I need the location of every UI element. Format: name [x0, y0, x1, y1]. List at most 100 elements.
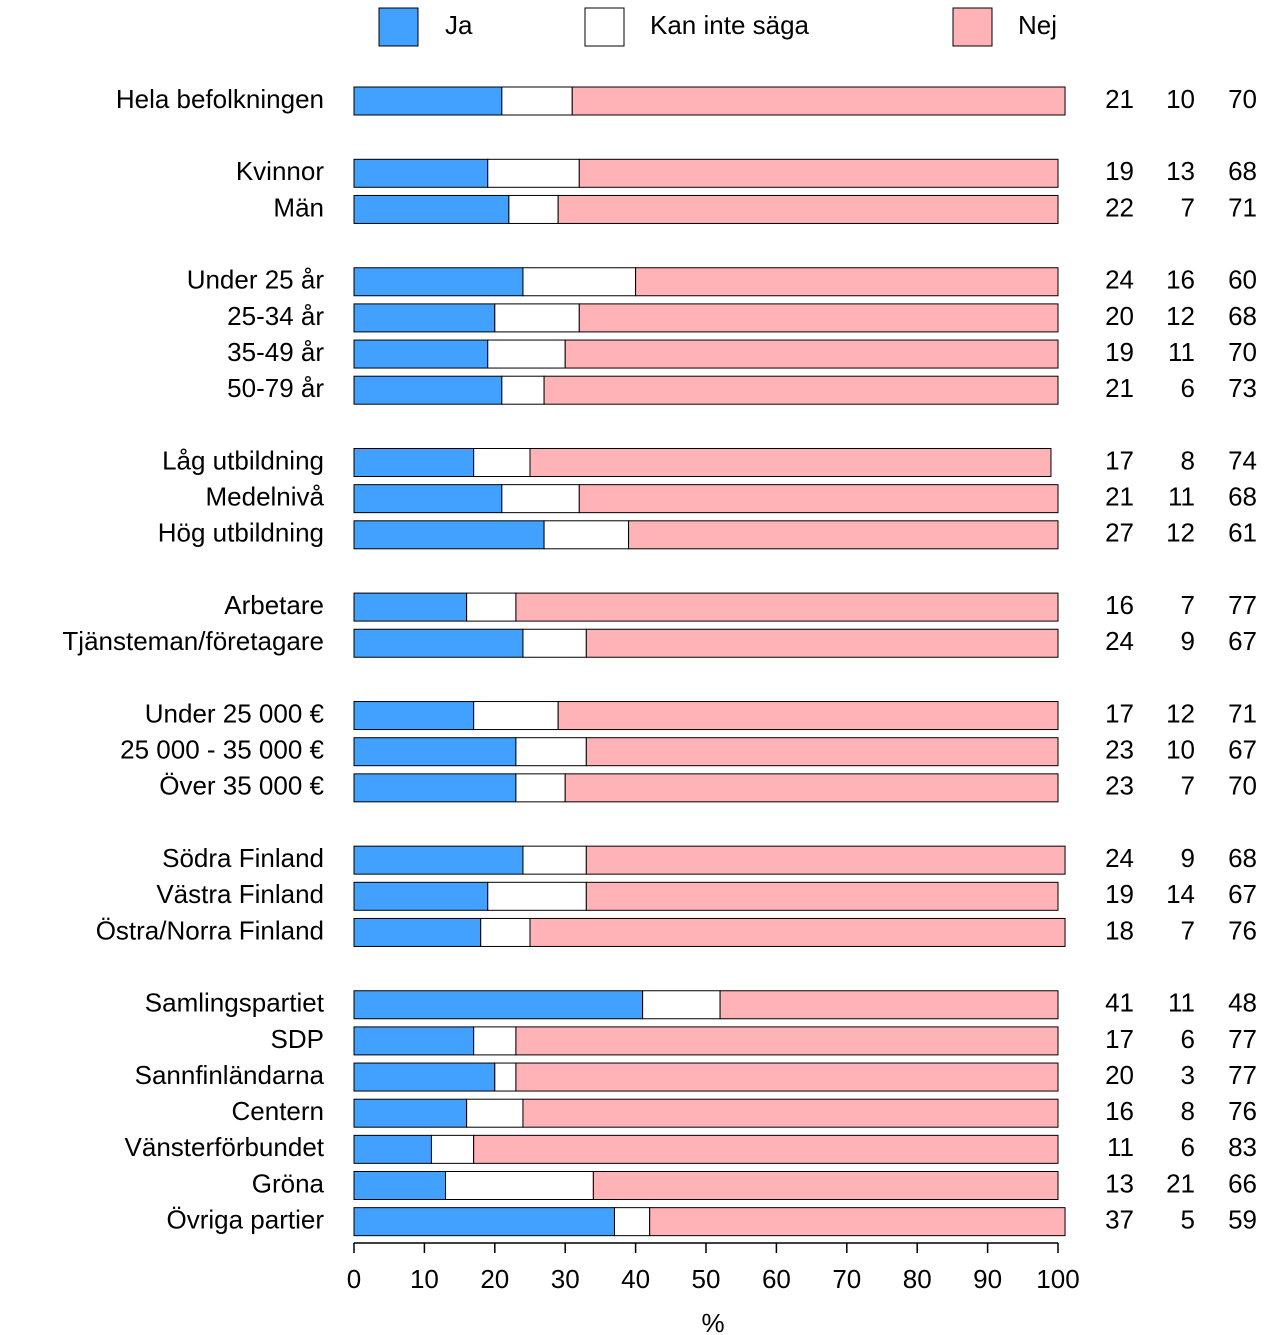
bar-segment	[353, 484, 503, 514]
value-label: 76	[1228, 915, 1257, 945]
bar-segment	[522, 845, 587, 875]
legend-swatch	[952, 7, 993, 47]
bar-segment	[353, 1062, 496, 1092]
value-label: 11	[1168, 482, 1195, 512]
value-label: 16	[1166, 265, 1195, 295]
value-label: 20	[1105, 1060, 1134, 1090]
bar-segment	[353, 158, 489, 188]
x-tick-label: 60	[762, 1264, 791, 1294]
value-label: 24	[1105, 843, 1134, 873]
legend-label: Kan inte säga	[650, 10, 810, 40]
category-label: Män	[273, 192, 324, 222]
category-label: 50-79 år	[227, 373, 324, 403]
value-label: 18	[1105, 915, 1134, 945]
value-label: 27	[1105, 518, 1134, 548]
bar-segment	[719, 990, 1059, 1020]
value-label: 70	[1228, 84, 1257, 114]
bar-segment	[515, 737, 587, 767]
value-label: 22	[1105, 192, 1134, 222]
x-tick-label: 20	[480, 1264, 509, 1294]
x-tick-label: 10	[410, 1264, 439, 1294]
value-label: 74	[1228, 445, 1257, 475]
value-label: 6	[1181, 1024, 1195, 1054]
value-label: 17	[1105, 1024, 1134, 1054]
bar-segment	[480, 917, 531, 947]
value-label: 11	[1168, 988, 1195, 1018]
bar-segment	[578, 158, 1059, 188]
bar-segment	[353, 592, 468, 622]
category-label: Sannfinländarna	[135, 1060, 325, 1090]
value-label: 16	[1105, 590, 1134, 620]
x-tick-label: 30	[551, 1264, 580, 1294]
bar-segment	[585, 737, 1059, 767]
bar-segment	[501, 484, 580, 514]
value-label: 7	[1181, 192, 1195, 222]
value-label: 20	[1105, 301, 1134, 331]
value-label: 13	[1105, 1168, 1134, 1198]
bar-segment	[353, 1207, 615, 1237]
category-label: Vänsterförbundet	[125, 1132, 325, 1162]
x-tick-label: 50	[692, 1264, 721, 1294]
bar-segment	[501, 375, 545, 405]
bar-segment	[473, 1134, 1059, 1164]
bar-segment	[353, 339, 489, 369]
category-label: Låg utbildning	[162, 445, 324, 475]
value-label: 70	[1228, 771, 1257, 801]
value-label: 83	[1228, 1132, 1257, 1162]
value-label: 68	[1228, 156, 1257, 186]
value-label: 19	[1105, 879, 1134, 909]
bar-segment	[353, 303, 496, 333]
value-label: 12	[1166, 518, 1195, 548]
category-label: Gröna	[252, 1168, 325, 1198]
category-label: Samlingspartiet	[145, 988, 325, 1018]
bar-segment	[649, 1207, 1066, 1237]
bar-segment	[353, 86, 503, 116]
bar-segment	[585, 845, 1066, 875]
bar-segment	[515, 773, 566, 803]
value-label: 14	[1166, 879, 1195, 909]
bar-segment	[592, 1171, 1059, 1200]
bar-segment	[353, 520, 545, 550]
value-label: 77	[1228, 1060, 1257, 1090]
value-label: 7	[1181, 771, 1195, 801]
value-label: 7	[1181, 590, 1195, 620]
bar-segment	[445, 1171, 594, 1200]
value-label: 6	[1181, 1132, 1195, 1162]
x-tick-label: 90	[973, 1264, 1002, 1294]
legend-swatch	[378, 7, 419, 47]
bar-segment	[635, 267, 1059, 297]
value-label: 59	[1228, 1205, 1257, 1235]
value-label: 67	[1228, 879, 1257, 909]
category-label: Tjänsteman/företagare	[62, 626, 324, 656]
bar-segment	[466, 592, 517, 622]
category-label: 35-49 år	[227, 337, 324, 367]
bar-segment	[353, 737, 517, 767]
bar-segment	[557, 194, 1059, 224]
bar-segment	[494, 1062, 517, 1092]
value-label: 68	[1228, 301, 1257, 331]
bar-segment	[571, 86, 1066, 116]
value-label: 23	[1105, 771, 1134, 801]
bar-segment	[430, 1134, 475, 1164]
value-label: 7	[1181, 915, 1195, 945]
value-label: 77	[1228, 1024, 1257, 1054]
bar-segment	[466, 1098, 524, 1128]
value-label: 71	[1228, 698, 1257, 728]
value-label: 13	[1166, 156, 1195, 186]
value-label: 9	[1181, 843, 1195, 873]
value-label: 12	[1166, 301, 1195, 331]
bar-segment	[515, 1062, 1059, 1092]
category-label: Under 25 år	[187, 265, 325, 295]
legend-label: Nej	[1018, 10, 1057, 40]
category-label: Över 35 000 €	[159, 771, 324, 801]
bar-segment	[494, 303, 580, 333]
bar-segment	[628, 520, 1059, 550]
bar-segment	[585, 881, 1059, 911]
x-axis-label: %	[701, 1308, 724, 1335]
legend-swatch	[584, 7, 625, 47]
bar-segment	[473, 701, 559, 731]
value-label: 24	[1105, 265, 1134, 295]
bar-segment	[543, 375, 1059, 405]
category-label: SDP	[271, 1024, 324, 1054]
